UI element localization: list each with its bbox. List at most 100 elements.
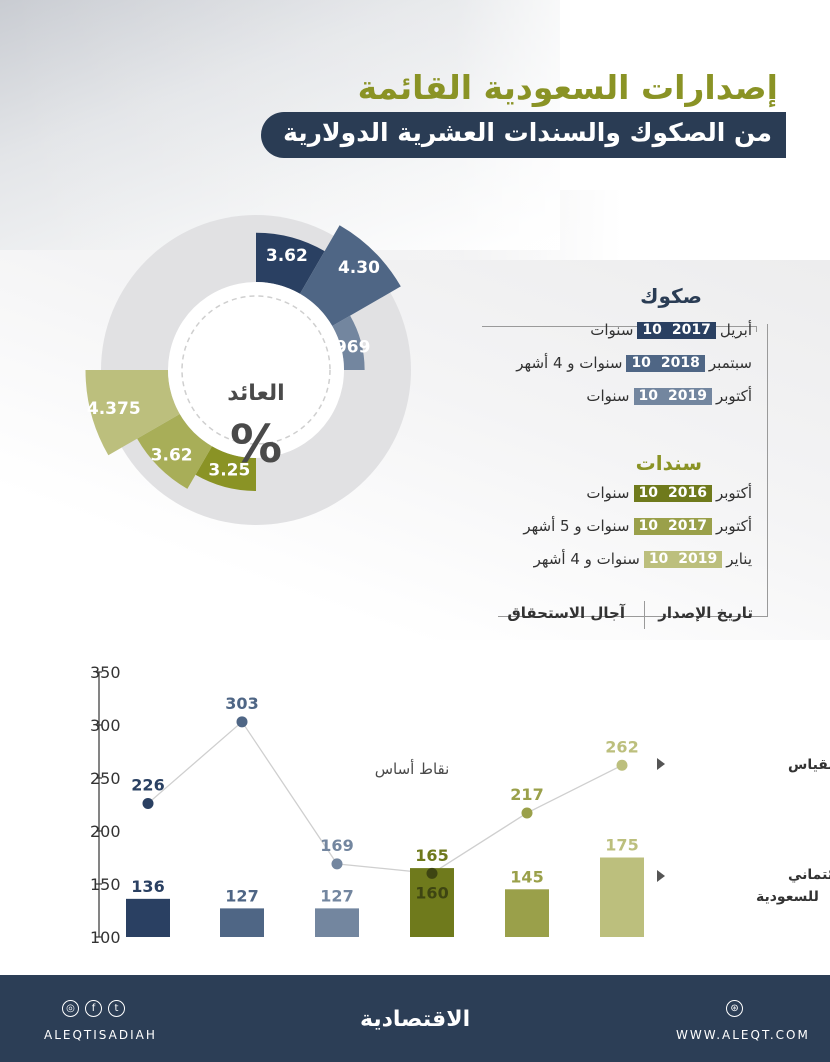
legend-pill: 2019 10: [643, 550, 723, 568]
margin-value-label: 165: [415, 846, 448, 865]
social-handle[interactable]: ALEQTISADIAH: [44, 1028, 157, 1042]
legend-axis-divider: [644, 601, 645, 629]
donut-sector: [300, 225, 401, 326]
margin-value-label: 175: [605, 836, 638, 855]
legend-tenor: 10: [648, 551, 669, 567]
margin-pointer-icon: [657, 870, 665, 882]
benchmark-line: [147, 720, 623, 875]
legend-year: 2017: [667, 518, 707, 534]
y-tick-label: 300: [90, 716, 121, 735]
y-tick-label: 150: [90, 875, 121, 894]
donut-center-label: العائد: [227, 381, 284, 406]
legend-axis-line: [498, 616, 768, 617]
margin-bar: [410, 868, 454, 937]
legend-term: سنوات: [590, 321, 634, 339]
donut-sector: [256, 232, 325, 294]
sukuk-title: صكوك: [640, 284, 702, 308]
donut-value-label: 4.375: [87, 399, 141, 419]
legend-tenor: 10: [638, 485, 658, 501]
legend-pill: 2016 10: [633, 484, 712, 502]
maturity-label: آجال الاستحقاق: [507, 604, 625, 622]
margin-bar: [315, 908, 359, 937]
margin-bar: [126, 898, 170, 937]
margin-value-label: 127: [320, 886, 353, 905]
legend-pill: 2017 10: [633, 517, 712, 535]
legend-term: سنوات: [586, 387, 630, 405]
y-tick-label: 200: [90, 822, 121, 841]
legend-tenor: 10: [631, 355, 651, 371]
legend-pill: 2017 10: [637, 321, 716, 339]
legend-month: سبتمبر: [708, 354, 752, 372]
legend-month: أكتوبر: [715, 517, 752, 535]
legend-tenor: 10: [642, 322, 662, 338]
benchmark-value-label: 303: [225, 694, 258, 713]
legend-row: أكتوبر 2017 10 سنوات و 5 أشهر: [432, 515, 752, 537]
instagram-icon[interactable]: ◎: [62, 1000, 79, 1017]
legend-year: 2018: [660, 355, 700, 371]
donut-sector: [85, 370, 180, 456]
sukuk-legend: أبريل 2017 10 سنوات سبتمبر 2018 10 سنوات و 4 أش…: [432, 319, 752, 418]
footer: [0, 975, 830, 1062]
bonds-legend: أكتوبر 2016 10 سنوات أكتوبر 2017 10 سنوات و 5 أ…: [432, 482, 752, 581]
website-icon: ⊛: [726, 1000, 743, 1017]
twitter-icon[interactable]: t: [108, 1000, 125, 1017]
legend-term: سنوات و 5 أشهر: [523, 517, 630, 535]
subtitle-bar: [261, 112, 786, 158]
legend-row: أبريل 2017 10 سنوات: [432, 319, 752, 341]
donut-hole: [168, 282, 344, 458]
y-tick-label: 350: [90, 663, 121, 682]
legend-month: أبريل: [719, 321, 752, 339]
y-tick-label: 250: [90, 769, 121, 788]
benchmark-value-label: 226: [131, 775, 164, 794]
legend-year: 2019: [678, 551, 718, 567]
donut-value-label: 3.25: [208, 460, 250, 480]
page-subtitle: من الصكوك والسندات العشرية الدولارية: [283, 118, 772, 147]
facebook-icon[interactable]: f: [85, 1000, 102, 1017]
margin-bar: [220, 908, 264, 937]
legend-pill: 2018 10: [626, 354, 705, 372]
donut-value-label: 3.62: [266, 246, 308, 266]
margin-label-line2: للسعودية: [756, 889, 819, 905]
donut-value-label: 3.62: [151, 445, 193, 465]
benchmark-point: [236, 716, 248, 728]
margin-value-label: 145: [510, 867, 543, 886]
legend-row: أكتوبر 2016 10 سنوات: [432, 482, 752, 504]
y-tick-label: 100: [90, 928, 121, 947]
legend-row: أكتوبر 2019 10 سنوات: [432, 385, 752, 407]
benchmark-point: [616, 759, 628, 771]
benchmark-value-label: 217: [510, 785, 543, 804]
legend-term: سنوات و 4 أشهر: [516, 354, 623, 372]
legend-bracket-line: [767, 324, 768, 616]
donut-sector: [137, 414, 212, 489]
legend-tenor: 10: [638, 518, 658, 534]
benchmark-value-label: 160: [415, 883, 448, 902]
donut-sector: [195, 446, 256, 491]
margin-bar: [600, 857, 644, 937]
legend-year: 2017: [671, 322, 711, 338]
page-title: إصدارات السعودية القائمة: [357, 68, 778, 107]
margin-bar: [505, 889, 549, 937]
legend-pill: 2019 10: [633, 387, 712, 405]
margin-value-label: 136: [131, 877, 164, 896]
donut-sector: [332, 315, 365, 370]
margin-label-line1: الهامش الائتماني: [788, 867, 830, 883]
legend-month: يناير: [726, 550, 752, 568]
legend-tenor: 10: [638, 388, 658, 404]
benchmark-point: [331, 858, 343, 870]
benchmark-value-label: 169: [320, 836, 353, 855]
benchmark-label: مؤشر القياس: [788, 757, 830, 773]
social-links: ◎ f t: [62, 1000, 125, 1017]
donut-value-label: 4.30: [338, 258, 380, 278]
margin-value-label: 127: [225, 886, 258, 905]
legend-term: سنوات: [586, 484, 630, 502]
legend-row: يناير 2019 10 سنوات و 4 أشهر: [432, 548, 752, 570]
sukuk-bracket: [482, 326, 757, 332]
donut-inner-ring: [181, 295, 331, 445]
bonds-title: سندات: [635, 451, 702, 475]
benchmark-point: [426, 867, 438, 879]
website-url[interactable]: WWW.ALEQT.COM: [676, 1028, 810, 1042]
legend-term: سنوات و 4 أشهر: [533, 550, 640, 568]
newspaper-logo: الاقتصادية: [360, 1007, 471, 1032]
unit-label: نقاط أساس: [375, 759, 450, 778]
